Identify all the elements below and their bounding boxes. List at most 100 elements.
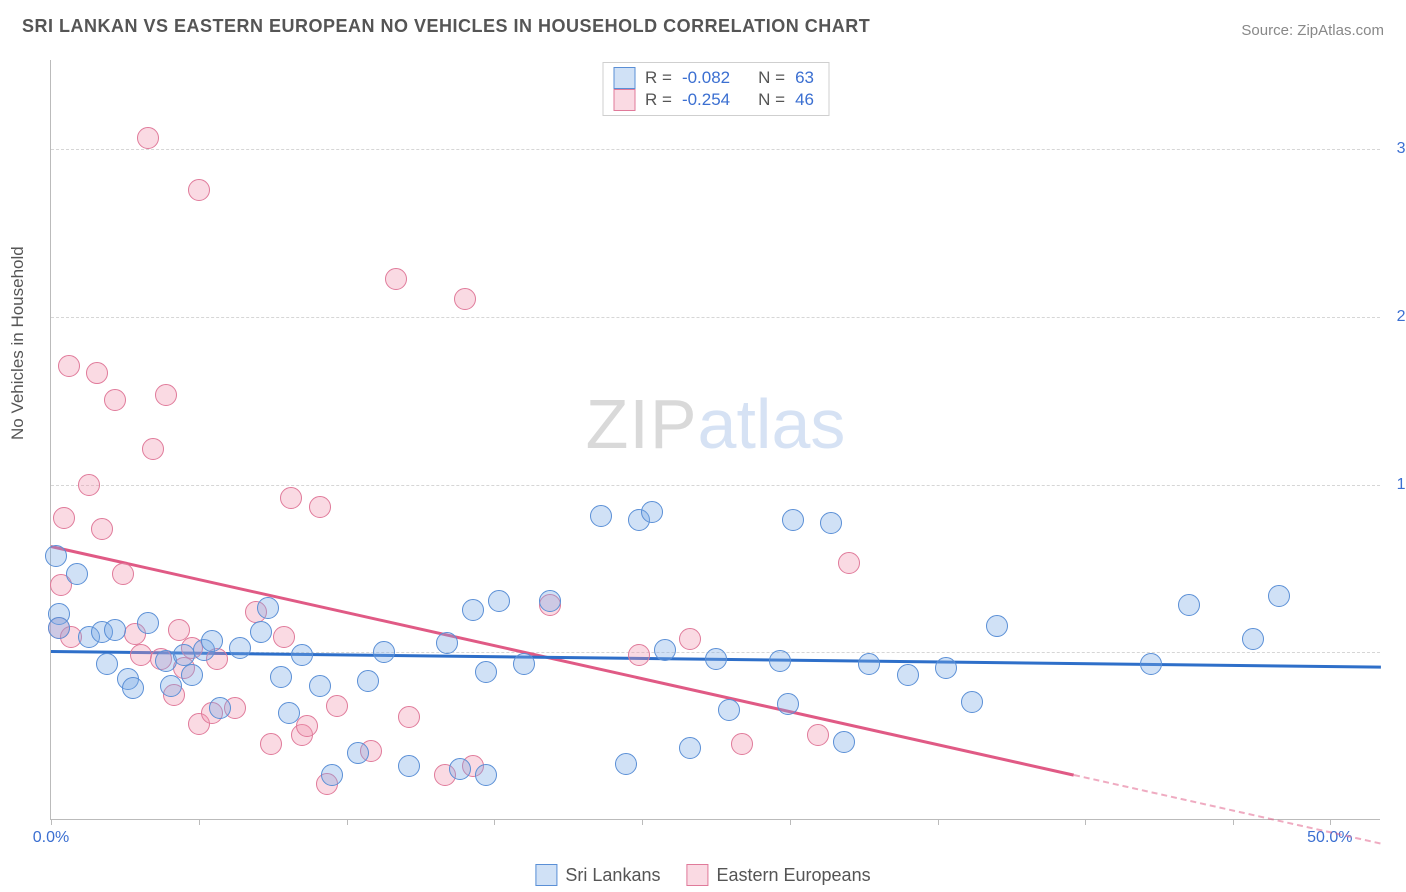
data-point-eastern-europeans <box>731 733 753 755</box>
data-point-eastern-europeans <box>91 518 113 540</box>
y-tick-label: 7.5% <box>1386 643 1406 661</box>
scatter-plot-area: ZIPatlas R = -0.082 N = 63 R = -0.254 N … <box>50 60 1380 820</box>
data-point-sri-lankans <box>229 637 251 659</box>
data-point-sri-lankans <box>209 697 231 719</box>
data-point-sri-lankans <box>309 675 331 697</box>
data-point-eastern-europeans <box>807 724 829 746</box>
x-tick-mark <box>494 819 495 825</box>
data-point-sri-lankans <box>935 657 957 679</box>
data-point-sri-lankans <box>961 691 983 713</box>
n-label: N = <box>758 68 785 88</box>
stats-row-sri-lankans: R = -0.082 N = 63 <box>613 67 814 89</box>
source-link[interactable]: ZipAtlas.com <box>1297 22 1384 39</box>
data-point-eastern-europeans <box>838 552 860 574</box>
data-point-sri-lankans <box>321 764 343 786</box>
data-point-sri-lankans <box>769 650 791 672</box>
swatch-sri-lankans <box>613 67 635 89</box>
swatch-sri-lankans <box>535 864 557 886</box>
data-point-sri-lankans <box>66 563 88 585</box>
swatch-eastern-europeans <box>686 864 708 886</box>
data-point-sri-lankans <box>705 648 727 670</box>
legend-item-eastern-europeans: Eastern Europeans <box>686 864 870 886</box>
x-tick-mark <box>51 819 52 825</box>
x-tick-mark <box>1330 819 1331 825</box>
watermark-atlas: atlas <box>698 385 846 463</box>
data-point-sri-lankans <box>181 664 203 686</box>
data-point-eastern-europeans <box>137 127 159 149</box>
gridline <box>51 317 1380 318</box>
data-point-sri-lankans <box>122 677 144 699</box>
data-point-sri-lankans <box>201 630 223 652</box>
r-label: R = <box>645 90 672 110</box>
data-point-sri-lankans <box>173 644 195 666</box>
data-point-sri-lankans <box>347 742 369 764</box>
data-point-sri-lankans <box>590 505 612 527</box>
data-point-eastern-europeans <box>260 733 282 755</box>
data-point-eastern-europeans <box>78 474 100 496</box>
data-point-sri-lankans <box>679 737 701 759</box>
data-point-eastern-europeans <box>454 288 476 310</box>
data-point-sri-lankans <box>1268 585 1290 607</box>
data-point-sri-lankans <box>641 501 663 523</box>
data-point-sri-lankans <box>45 545 67 567</box>
data-point-sri-lankans <box>270 666 292 688</box>
watermark-zip: ZIP <box>586 385 698 463</box>
data-point-sri-lankans <box>373 641 395 663</box>
data-point-sri-lankans <box>1242 628 1264 650</box>
data-point-eastern-europeans <box>142 438 164 460</box>
x-tick-mark <box>642 819 643 825</box>
data-point-sri-lankans <box>897 664 919 686</box>
data-point-sri-lankans <box>615 753 637 775</box>
legend-label-sri-lankans: Sri Lankans <box>565 865 660 886</box>
gridline <box>51 149 1380 150</box>
data-point-sri-lankans <box>160 675 182 697</box>
y-axis-label: No Vehicles in Household <box>8 246 28 440</box>
data-point-sri-lankans <box>462 599 484 621</box>
y-tick-label: 30.0% <box>1386 140 1406 158</box>
n-label: N = <box>758 90 785 110</box>
data-point-sri-lankans <box>357 670 379 692</box>
data-point-sri-lankans <box>833 731 855 753</box>
r-label: R = <box>645 68 672 88</box>
legend-item-sri-lankans: Sri Lankans <box>535 864 660 886</box>
data-point-sri-lankans <box>257 597 279 619</box>
chart-title: SRI LANKAN VS EASTERN EUROPEAN NO VEHICL… <box>22 16 870 37</box>
data-point-sri-lankans <box>654 639 676 661</box>
data-point-sri-lankans <box>1140 653 1162 675</box>
data-point-sri-lankans <box>858 653 880 675</box>
data-point-eastern-europeans <box>679 628 701 650</box>
x-tick-mark <box>1085 819 1086 825</box>
data-point-sri-lankans <box>48 617 70 639</box>
trend-line-dashed <box>1074 774 1381 845</box>
data-point-sri-lankans <box>986 615 1008 637</box>
data-point-eastern-europeans <box>280 487 302 509</box>
data-point-sri-lankans <box>488 590 510 612</box>
r-value-sri-lankans: -0.082 <box>682 68 730 88</box>
x-tick-mark <box>790 819 791 825</box>
data-point-sri-lankans <box>398 755 420 777</box>
data-point-sri-lankans <box>782 509 804 531</box>
data-point-eastern-europeans <box>326 695 348 717</box>
gridline <box>51 485 1380 486</box>
data-point-eastern-europeans <box>104 389 126 411</box>
n-value-sri-lankans: 63 <box>795 68 814 88</box>
data-point-eastern-europeans <box>86 362 108 384</box>
y-tick-label: 22.5% <box>1386 308 1406 326</box>
x-tick-mark <box>938 819 939 825</box>
legend-label-eastern-europeans: Eastern Europeans <box>716 865 870 886</box>
data-point-eastern-europeans <box>385 268 407 290</box>
data-point-sri-lankans <box>475 764 497 786</box>
r-value-eastern-europeans: -0.254 <box>682 90 730 110</box>
data-point-eastern-europeans <box>628 644 650 666</box>
data-point-eastern-europeans <box>130 644 152 666</box>
data-point-sri-lankans <box>718 699 740 721</box>
data-point-sri-lankans <box>278 702 300 724</box>
data-point-sri-lankans <box>513 653 535 675</box>
x-tick-mark <box>1233 819 1234 825</box>
data-point-eastern-europeans <box>188 179 210 201</box>
swatch-eastern-europeans <box>613 89 635 111</box>
source-attribution: Source: ZipAtlas.com <box>1241 22 1384 39</box>
source-label: Source: <box>1241 22 1297 39</box>
x-tick-label: 0.0% <box>33 829 69 847</box>
data-point-sri-lankans <box>1178 594 1200 616</box>
